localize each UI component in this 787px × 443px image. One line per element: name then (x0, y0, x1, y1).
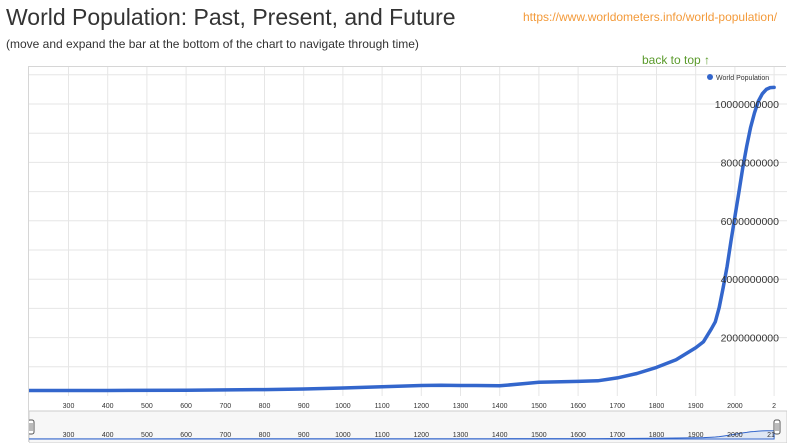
legend-label: World Population (716, 75, 769, 82)
grid-lines (29, 67, 787, 396)
navigator-series-area (29, 430, 775, 440)
series-line-world-population (29, 85, 776, 393)
x-tick-label: 1600 (570, 403, 586, 410)
navigator-tick-label: 1600 (570, 432, 586, 439)
navigator-tick-label: 1700 (610, 432, 626, 439)
x-tick-label: 2000 (727, 403, 743, 410)
chart-area[interactable]: 2000000000 4000000000 6000000000 8000000000… (28, 66, 787, 443)
navigator-left-handle[interactable] (29, 419, 35, 435)
x-tick-label: 1100 (375, 403, 390, 410)
x-tick-label: 1000 (335, 403, 351, 410)
navigator-tick-label: 900 (298, 432, 310, 439)
navigator-series (29, 430, 775, 440)
navigator-tick-label: 500 (141, 432, 153, 439)
navigator-tick-label: 21 (767, 432, 775, 439)
y-tick-label: 2000000000 (721, 333, 780, 345)
source-url-link[interactable]: https://www.worldometers.info/world-popu… (523, 10, 778, 24)
navigator-tick-label: 1900 (688, 432, 704, 439)
chart-instructions: (move and expand the bar at the bottom o… (6, 37, 419, 51)
x-tick-label: 1700 (610, 403, 626, 410)
x-tick-label: 1500 (531, 403, 547, 410)
navigator-ticks: 300 400 500 600 700 800 900 1000 1100 1200 1300 140… (63, 432, 775, 439)
x-tick-label: 1300 (453, 403, 469, 410)
navigator-tick-label: 700 (219, 432, 231, 439)
legend: World Population (707, 74, 769, 82)
navigator-tick-label: 1000 (335, 432, 351, 439)
navigator-tick-label: 600 (180, 432, 192, 439)
x-tick-label: 400 (102, 403, 114, 410)
navigator-right-handle[interactable] (773, 419, 781, 435)
population-chart[interactable]: 2000000000 4000000000 6000000000 8000000000… (29, 67, 787, 443)
x-tick-label: 2 (772, 403, 776, 410)
y-tick-label: 6000000000 (721, 216, 780, 228)
x-tick-label: 600 (180, 403, 192, 410)
y-tick-label: 10000000000 (715, 99, 779, 111)
y-tick-label: 8000000000 (721, 157, 780, 169)
navigator-tick-label: 1500 (531, 432, 547, 439)
navigator-tick-label: 1200 (414, 432, 430, 439)
page-title: World Population: Past, Present, and Fut… (6, 4, 456, 30)
x-tick-label: 1900 (688, 403, 704, 410)
navigator-tick-label: 1800 (649, 432, 665, 439)
range-navigator[interactable]: 300 400 500 600 700 800 900 1000 1100 1200 1300 140… (29, 410, 787, 443)
x-tick-label: 1200 (414, 403, 430, 410)
navigator-tick-label: 1400 (492, 432, 508, 439)
x-tick-label: 500 (141, 403, 153, 410)
x-tick-label: 800 (259, 403, 271, 410)
navigator-tick-label: 400 (102, 432, 114, 439)
x-tick-label: 1400 (492, 403, 508, 410)
x-tick-label: 900 (298, 403, 310, 410)
navigator-tick-label: 1300 (453, 432, 469, 439)
x-tick-label: 300 (63, 403, 75, 410)
x-axis-ticks: 300 400 500 600 700 800 900 1000 1100 1200 1300 140… (63, 403, 776, 410)
back-to-top-link[interactable]: back to top ↑ (642, 53, 711, 67)
x-tick-label: 1800 (649, 403, 665, 410)
y-tick-label: 4000000000 (721, 274, 780, 286)
legend-marker-icon (707, 74, 713, 80)
series-layer (29, 85, 776, 393)
navigator-tick-label: 1100 (375, 432, 390, 439)
navigator-tick-label: 800 (259, 432, 271, 439)
x-tick-label: 700 (219, 403, 231, 410)
navigator-tick-label: 2000 (727, 432, 743, 439)
y-axis-ticks: 2000000000 4000000000 6000000000 8000000000… (715, 99, 779, 345)
navigator-tick-label: 300 (63, 432, 75, 439)
